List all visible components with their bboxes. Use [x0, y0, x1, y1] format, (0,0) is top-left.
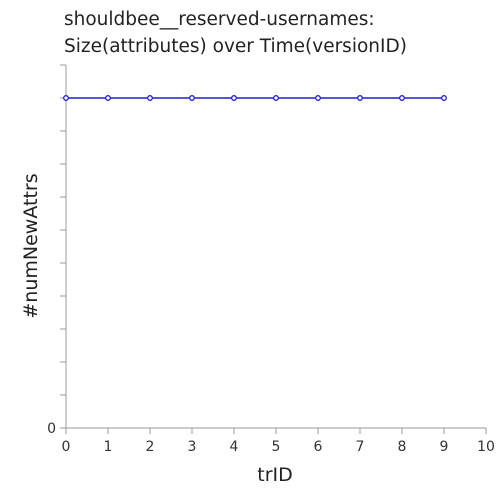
x-tick-label: 9: [440, 439, 449, 455]
series-point: [357, 95, 363, 101]
y-tick-label: 0: [47, 421, 56, 437]
series-point: [105, 95, 111, 101]
x-tick-label: 3: [188, 439, 197, 455]
x-axis-label: trID: [257, 464, 293, 486]
x-tick-label: 1: [104, 439, 113, 455]
x-tick-label: 2: [146, 439, 155, 455]
chart-title: shouldbee__reserved-usernames: Size(attr…: [64, 6, 407, 60]
y-axis-label: #numNewAttrs: [20, 173, 42, 318]
series-group: [63, 95, 447, 101]
chart-title-line-1: shouldbee__reserved-usernames:: [64, 9, 375, 30]
series-point: [63, 95, 69, 101]
x-tick-label: 7: [356, 439, 365, 455]
x-tick-label: 0: [62, 439, 71, 455]
x-tick-label: 4: [230, 439, 239, 455]
series-point: [399, 95, 405, 101]
x-tick-label: 8: [398, 439, 407, 455]
x-tick-label: 5: [272, 439, 281, 455]
series-point: [441, 95, 447, 101]
series-point: [315, 95, 321, 101]
x-axis-ticks: 0 1 2 3 4 5 6 7 8 9 10: [62, 428, 495, 455]
series-point: [189, 95, 195, 101]
chart-title-line-2: Size(attributes) over Time(versionID): [64, 36, 407, 57]
y-axis-ticks: 0: [47, 64, 66, 437]
series-point: [147, 95, 153, 101]
x-tick-label: 10: [477, 439, 495, 455]
series-point: [231, 95, 237, 101]
axes: [65, 65, 486, 429]
series-point: [273, 95, 279, 101]
x-tick-label: 6: [314, 439, 323, 455]
